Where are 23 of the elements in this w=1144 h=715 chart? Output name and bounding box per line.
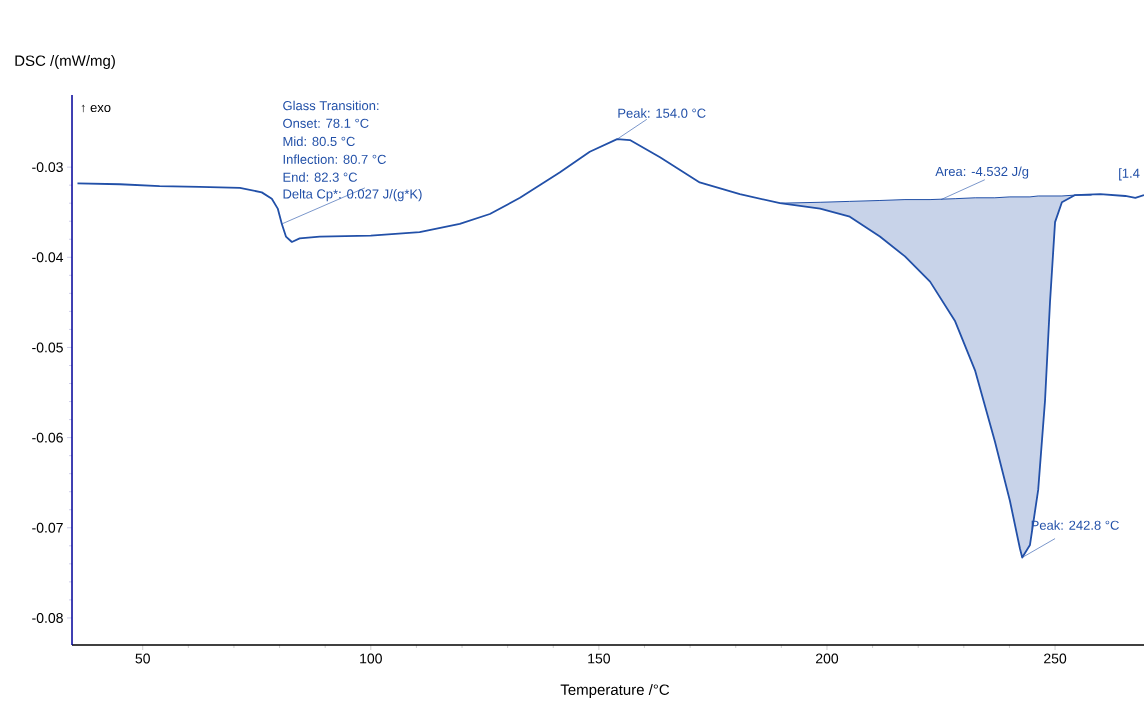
x-tick-label: 250 [1044, 653, 1067, 664]
y-axis-title: DSC /(mW/mg) [15, 55, 115, 69]
y-tick-label: -0.04 [32, 252, 64, 263]
y-tick-label: -0.07 [32, 522, 63, 533]
x-tick-label: 50 [135, 653, 150, 664]
annotation: Area: -4.532 J/g [935, 166, 1029, 179]
y-tick-label: -0.08 [32, 612, 63, 623]
x-tick-label: 200 [816, 653, 839, 664]
annotation: Peak: 154.0 °C [618, 108, 706, 118]
annotation: ↑ exo [81, 104, 111, 113]
x-tick-label: 150 [588, 653, 611, 664]
y-tick-label: -0.03 [32, 162, 63, 173]
annotation: Delta Cp*: 0.027 J/(g*K) [283, 189, 422, 202]
annotation: End: 82.3 °C [283, 172, 358, 182]
y-tick-label: -0.05 [32, 342, 63, 353]
annotation: [1.4 [1119, 168, 1140, 181]
x-axis-title: Temperature /°C [560, 683, 670, 698]
annotation: Mid: 80.5 °C [283, 136, 355, 147]
x-tick-label: 100 [360, 653, 382, 664]
annotation: Inflection: 80.7 °C [283, 154, 386, 164]
annotation: Onset: 78.1 °C [283, 118, 369, 128]
annotation: Glass Transition: [283, 100, 379, 111]
y-tick-label: -0.06 [32, 432, 63, 443]
